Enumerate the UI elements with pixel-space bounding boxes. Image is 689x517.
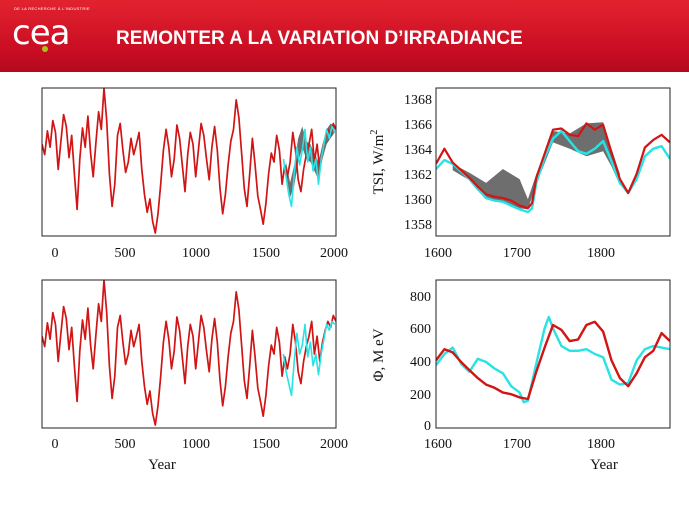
y-axis-label-text: TSI, W/m: [371, 134, 387, 194]
tick-label: 1700: [503, 246, 531, 261]
x-axis-label: Year: [590, 457, 618, 473]
series-line: [436, 320, 670, 401]
y-axis-label-tsi: TSI, W/m2: [369, 130, 387, 195]
plot-area-top-left: [42, 88, 336, 234]
y-axis-label-phi: Φ, M eV: [371, 328, 387, 381]
cea-logo: cea: [12, 13, 70, 53]
x-ticks-top-right: 1600 1700 1800: [424, 246, 615, 261]
tick-label: 400: [410, 355, 431, 370]
tick-label: 1600: [424, 246, 452, 261]
axes-frame-bottom-left: [41, 279, 337, 429]
plot-area-bottom-left: [42, 280, 336, 426]
series-line: [436, 129, 670, 214]
tick-label: 1500: [252, 437, 280, 452]
tick-label: 1800: [587, 246, 615, 261]
tick-label: 1360: [404, 193, 432, 208]
y-ticks-top-right: 1358 1360 1362 1364 1366 1368: [404, 93, 432, 233]
tick-label: 1500: [252, 246, 280, 261]
tick-label: 1700: [503, 437, 531, 452]
series-line: [436, 122, 670, 210]
axes-frame-top-right: [435, 87, 671, 237]
uncertainty-band: [286, 123, 335, 198]
panel-top-right: 1600 1700 1800 1358 1360 1362 1364 1366 …: [369, 87, 671, 261]
panel-top-left: 0 500 1000 1500 2000: [41, 87, 349, 261]
tick-label: 800: [410, 290, 431, 305]
tick-label: 1600: [424, 437, 452, 452]
x-ticks-bottom-left: 0 500 1000 1500 2000: [52, 437, 349, 452]
tick-label: 1000: [182, 437, 210, 452]
x-ticks-top-left: 0 500 1000 1500 2000: [52, 246, 349, 261]
panel-bottom-right: 1600 1700 1800 0 200 400 600 800 Year Φ,…: [371, 279, 671, 473]
tick-label: 2000: [320, 246, 348, 261]
header-banner: DE LA RECHERCHE À L'INDUSTRIE cea REMONT…: [0, 0, 689, 72]
tick-label: 1366: [404, 118, 432, 133]
plot-area-top-right: [436, 122, 670, 214]
tick-label: 1364: [404, 143, 432, 158]
series-line: [282, 125, 336, 208]
tick-label: 1800: [587, 437, 615, 452]
y-axis-label-superscript: 2: [369, 130, 380, 135]
series-line: [282, 320, 336, 397]
tick-label: 2000: [320, 437, 348, 452]
axes-frame-bottom-right: [435, 279, 671, 429]
x-ticks-bottom-right: 1600 1700 1800: [424, 437, 615, 452]
tick-label: 500: [115, 437, 136, 452]
series-line: [436, 315, 670, 404]
tick-label: 500: [115, 246, 136, 261]
axes-frame-top-left: [41, 87, 337, 237]
logo-tagline: DE LA RECHERCHE À L'INDUSTRIE: [14, 6, 90, 11]
tick-label: 0: [52, 246, 59, 261]
x-axis-label: Year: [148, 457, 176, 473]
series-line: [42, 280, 336, 426]
tick-label: 1368: [404, 93, 432, 108]
tick-label: 600: [410, 322, 431, 337]
tick-label: 1358: [404, 218, 432, 233]
tick-label: 1000: [182, 246, 210, 261]
series-line: [42, 88, 336, 234]
tick-label: 0: [424, 419, 431, 434]
tick-label: 1362: [404, 168, 432, 183]
tick-label: 0: [52, 437, 59, 452]
tick-label: 200: [410, 388, 431, 403]
y-ticks-bottom-right: 0 200 400 600 800: [410, 290, 431, 434]
plot-area-bottom-right: [436, 315, 670, 404]
panel-bottom-left: 0 500 1000 1500 2000 Year: [41, 279, 349, 473]
uncertainty-band: [452, 122, 620, 210]
logo-dot-icon: [42, 46, 48, 52]
slide-title: REMONTER A LA VARIATION D’IRRADIANCE: [116, 28, 523, 49]
